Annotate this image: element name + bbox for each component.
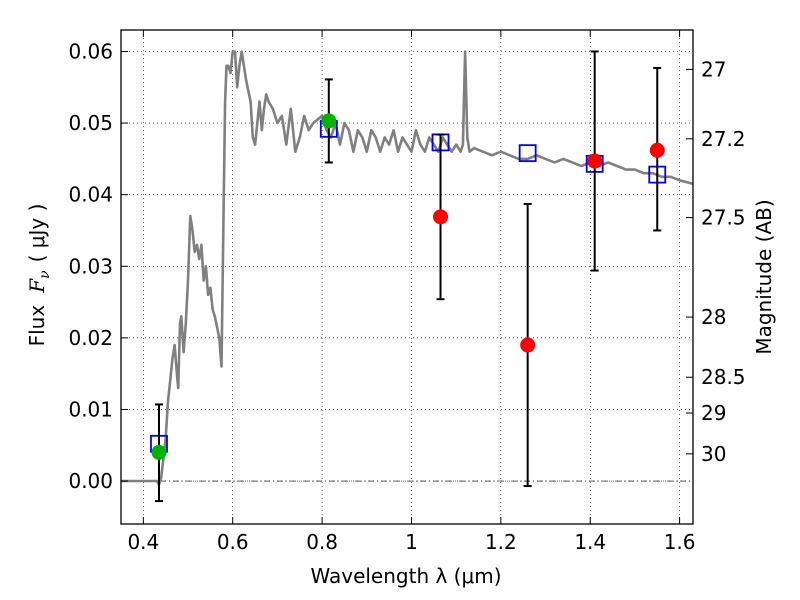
y-axis-label-subscript: ν [37,270,53,279]
y-tick-label: 0.06 [68,39,113,63]
y-axis-label-prefix: Flux [25,305,49,347]
y2-tick-label: 29 [701,401,726,425]
plot-frame [120,29,694,525]
observed-flux-point [587,153,603,169]
y-tick-label: 0.04 [68,183,113,207]
y2-tick-label: 27 [701,57,726,81]
observed-flux-point [520,337,536,353]
y-axis-label-suffix: ( μJy ) [25,204,49,263]
y-tick-label: 0.00 [68,469,113,493]
observed-flux-point [433,209,449,225]
x-tick-label: 1.2 [485,530,517,554]
spectrum-line [121,50,694,486]
y2-tick-label: 27.5 [701,206,746,230]
x-tick-label: 1 [405,530,418,554]
x-axis-label: Wavelength λ (μm) [310,564,501,588]
ticks: 0.4 0.6 0.8 1 1.2 1.4 1.6 0.00 0.01 0.02 0.03 0.04 0… [68,30,746,554]
y2-tick-label: 28.5 [701,365,746,389]
x-tick-label: 0.4 [127,530,159,554]
x-tick-label: 0.8 [306,530,338,554]
y2-axis-label: Magnitude (AB) [752,199,776,354]
y-tick-label: 0.03 [68,254,113,278]
y-tick-label: 0.05 [68,111,113,135]
y2-tick-label: 27.2 [701,127,746,151]
x-tick-label: 1.6 [664,530,696,554]
model-spectrum [121,50,694,486]
y-axis-label-symbol: F [25,278,49,294]
y-tick-label: 0.02 [68,326,113,350]
model-flux-square [518,144,537,163]
x-tick-label: 0.6 [217,530,249,554]
observed-flux-point [649,142,665,158]
observed-flux-point [151,444,167,460]
y-axis-label: Flux Fν ( μJy ) [25,204,53,347]
photometry-markers [150,50,667,503]
y2-tick-label: 30 [701,442,726,466]
y-tick-label: 0.01 [68,397,113,421]
observed-flux-point [321,113,337,129]
x-tick-label: 1.4 [574,530,606,554]
y2-tick-label: 28 [701,305,726,329]
